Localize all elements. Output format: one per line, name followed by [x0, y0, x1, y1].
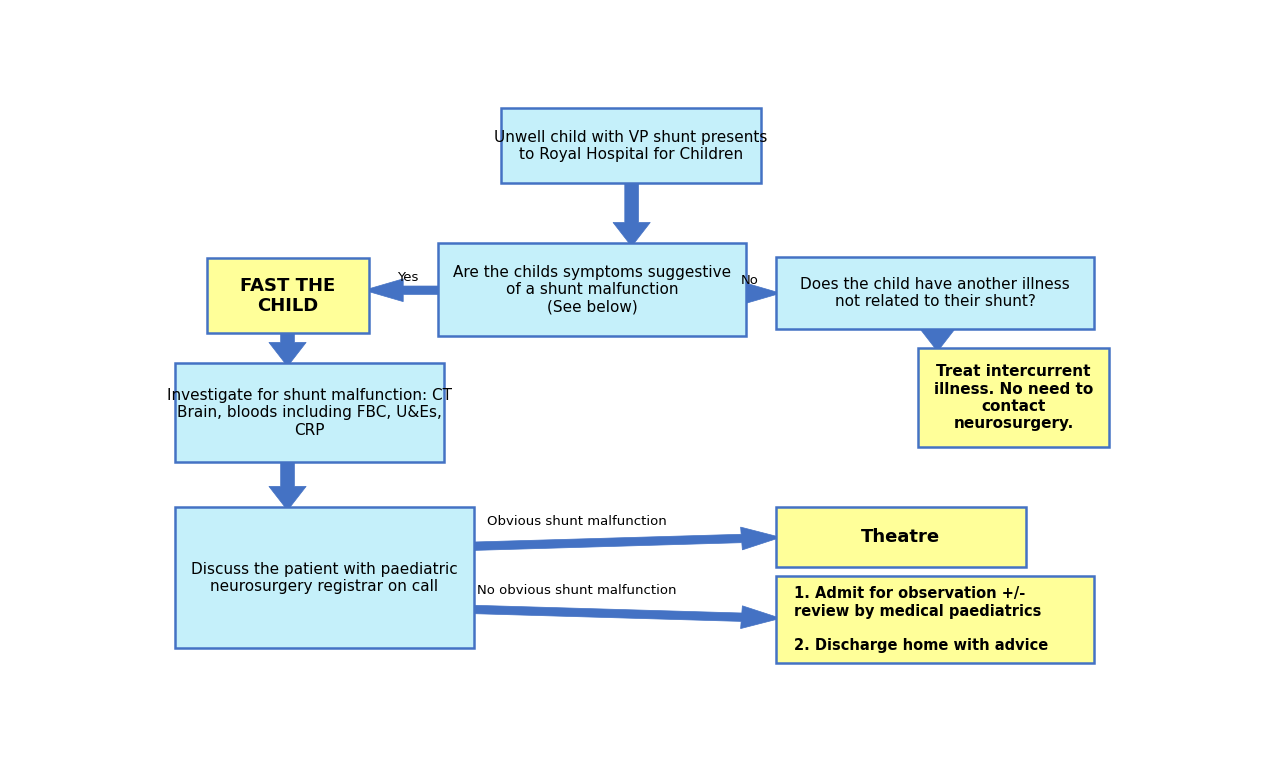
Text: Investigate for shunt malfunction: CT
Brain, bloods including FBC, U&Es,
CRP: Investigate for shunt malfunction: CT Br… — [167, 388, 452, 438]
FancyArrow shape — [269, 460, 306, 510]
FancyBboxPatch shape — [918, 348, 1109, 447]
FancyArrow shape — [918, 326, 956, 351]
Text: FAST THE
CHILD: FAST THE CHILD — [240, 277, 335, 315]
FancyBboxPatch shape — [775, 576, 1094, 664]
Text: Yes: Yes — [397, 271, 419, 284]
FancyArrow shape — [614, 181, 650, 246]
FancyArrow shape — [741, 282, 781, 305]
Text: Discuss the patient with paediatric
neurosurgery registrar on call: Discuss the patient with paediatric neur… — [191, 562, 458, 594]
Text: Unwell child with VP shunt presents
to Royal Hospital for Children: Unwell child with VP shunt presents to R… — [495, 130, 768, 162]
FancyArrow shape — [364, 279, 443, 301]
Text: 1. Admit for observation +/-
review by medical paediatrics

2. Discharge home wi: 1. Admit for observation +/- review by m… — [794, 587, 1049, 654]
Text: No: No — [740, 273, 758, 287]
FancyBboxPatch shape — [207, 259, 369, 333]
Text: Theatre: Theatre — [861, 528, 940, 546]
FancyArrow shape — [269, 330, 306, 366]
FancyBboxPatch shape — [175, 363, 444, 463]
Text: Does the child have another illness
not related to their shunt?: Does the child have another illness not … — [801, 277, 1070, 309]
FancyArrow shape — [468, 605, 781, 629]
FancyBboxPatch shape — [501, 108, 762, 184]
Text: Are the childs symptoms suggestive
of a shunt malfunction
(See below): Are the childs symptoms suggestive of a … — [453, 265, 731, 315]
FancyBboxPatch shape — [775, 257, 1094, 330]
Text: No obvious shunt malfunction: No obvious shunt malfunction — [477, 584, 677, 597]
FancyBboxPatch shape — [775, 507, 1026, 567]
Text: Treat intercurrent
illness. No need to
contact
neurosurgery.: Treat intercurrent illness. No need to c… — [934, 365, 1093, 432]
FancyArrow shape — [468, 527, 781, 551]
FancyBboxPatch shape — [438, 243, 746, 337]
Text: Obvious shunt malfunction: Obvious shunt malfunction — [487, 516, 667, 528]
FancyBboxPatch shape — [175, 507, 474, 648]
